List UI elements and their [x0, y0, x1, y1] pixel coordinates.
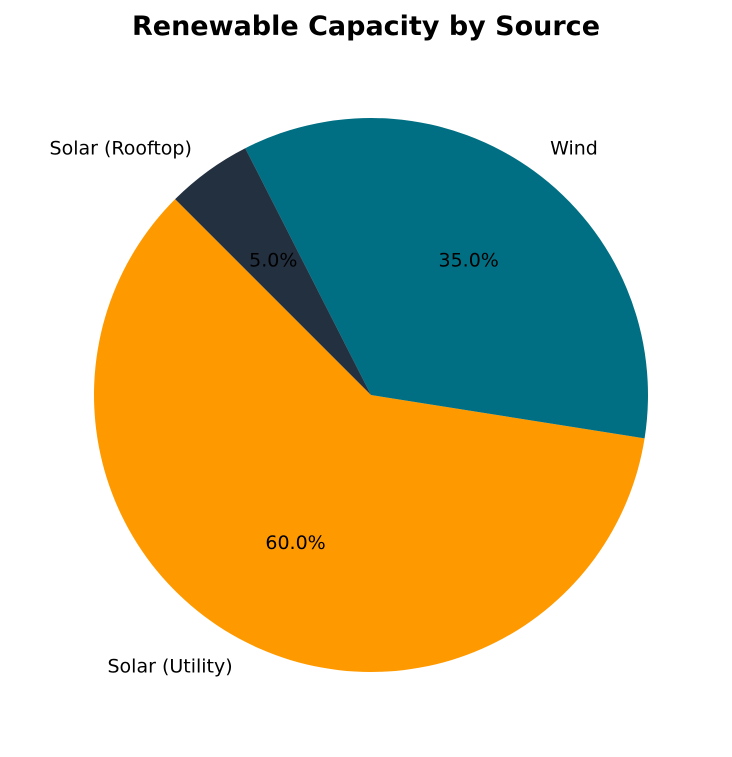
slice-label-solar-utility: Solar (Utility) — [107, 655, 232, 677]
chart-title: Renewable Capacity by Source — [131, 11, 601, 42]
pie-slice-solar-utility — [93, 199, 645, 673]
percent-label-solar-rooftop: 5.0% — [249, 250, 297, 272]
percent-label-wind: 35.0% — [439, 250, 499, 272]
pie-labels: Solar (Utility) 60.0% Wind 35.0% Solar (Roof… — [50, 137, 598, 677]
slice-label-wind: Wind — [550, 137, 598, 159]
pie-slices — [93, 118, 648, 673]
percent-label-solar-utility: 60.0% — [265, 532, 325, 554]
pie-slice-solar-rooftop — [175, 148, 371, 395]
slice-label-solar-rooftop: Solar (Rooftop) — [50, 137, 192, 159]
pie-slice-wind — [245, 118, 648, 439]
